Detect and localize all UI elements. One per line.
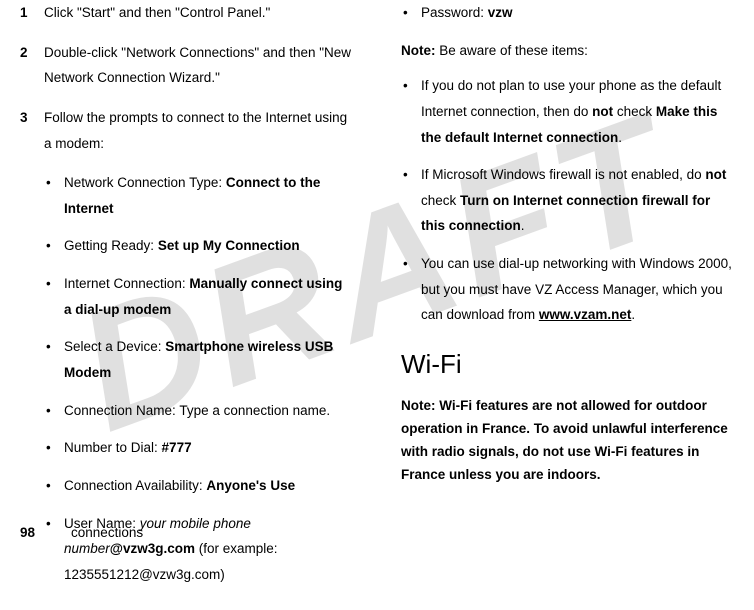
page-content: 1 Click "Start" and then "Control Panel.…: [0, 0, 754, 610]
value: Anyone's Use: [206, 478, 295, 493]
t3: check: [421, 193, 460, 208]
t1: If Microsoft Windows firewall is not ena…: [421, 167, 705, 182]
note-bullets: If you do not plan to use your phone as …: [401, 73, 734, 328]
opt-internet-connection: Internet Connection: Manually connect us…: [44, 271, 353, 322]
note-item-3: You can use dial-up networking with Wind…: [401, 251, 734, 328]
t3: check: [613, 104, 656, 119]
opt-network-type: Network Connection Type: Connect to the …: [44, 170, 353, 221]
label: Internet Connection:: [64, 276, 189, 291]
note-label: Note:: [401, 43, 436, 58]
label: Connection Availability:: [64, 478, 206, 493]
t2: not: [592, 104, 613, 119]
t2: not: [705, 167, 726, 182]
page-number: 98: [20, 525, 35, 540]
t2: .: [631, 307, 635, 322]
right-column: Password: vzw Note: Be aware of these it…: [401, 0, 734, 600]
label: Password:: [421, 5, 488, 20]
note-item-1: If you do not plan to use your phone as …: [401, 73, 734, 150]
step-number: 2: [20, 40, 30, 91]
label: Select a Device:: [64, 339, 165, 354]
label: Network Connection Type:: [64, 175, 226, 190]
password-list: Password: vzw: [401, 0, 734, 26]
step-text: Follow the prompts to connect to the Int…: [44, 105, 353, 156]
value: vzw: [488, 5, 513, 20]
section-heading-wifi: Wi-Fi: [401, 340, 734, 389]
label: Connection Name: Type a connection name.: [64, 403, 330, 418]
t5: .: [618, 130, 622, 145]
step-number: 3: [20, 105, 30, 156]
page-footer: 98 connections: [20, 525, 143, 540]
value-bold: @vzw3g.com: [110, 541, 195, 556]
note-text: Be aware of these items:: [436, 43, 588, 58]
section-name: connections: [71, 525, 143, 540]
opt-number-to-dial: Number to Dial: #777: [44, 435, 353, 461]
value: Set up My Connection: [158, 238, 300, 253]
label: Getting Ready:: [64, 238, 158, 253]
step-2: 2 Double-click "Network Connections" and…: [20, 40, 353, 91]
value: #777: [162, 440, 192, 455]
opt-connection-name: Connection Name: Type a connection name.: [44, 398, 353, 424]
left-column: 1 Click "Start" and then "Control Panel.…: [20, 0, 353, 600]
step-1: 1 Click "Start" and then "Control Panel.…: [20, 0, 353, 26]
opt-password: Password: vzw: [401, 0, 734, 26]
opt-getting-ready: Getting Ready: Set up My Connection: [44, 233, 353, 259]
step-number: 1: [20, 0, 30, 26]
wifi-note: Note: Wi-Fi features are not allowed for…: [401, 395, 734, 487]
step-text: Click "Start" and then "Control Panel.": [44, 0, 270, 26]
step-3: 3 Follow the prompts to connect to the I…: [20, 105, 353, 156]
note-item-2: If Microsoft Windows firewall is not ena…: [401, 162, 734, 239]
step-text: Double-click "Network Connections" and t…: [44, 40, 353, 91]
steps-list: 1 Click "Start" and then "Control Panel.…: [20, 0, 353, 156]
note-line: Note: Be aware of these items:: [401, 38, 734, 64]
t5: .: [521, 218, 525, 233]
opt-availability: Connection Availability: Anyone's Use: [44, 473, 353, 499]
opt-username: User Name: your mobile phone number@vzw3…: [44, 511, 353, 588]
link: www.vzam.net: [539, 307, 632, 322]
label: Number to Dial:: [64, 440, 162, 455]
t4: Turn on Internet connection firewall for…: [421, 193, 710, 234]
opt-select-device: Select a Device: Smartphone wireless USB…: [44, 334, 353, 385]
